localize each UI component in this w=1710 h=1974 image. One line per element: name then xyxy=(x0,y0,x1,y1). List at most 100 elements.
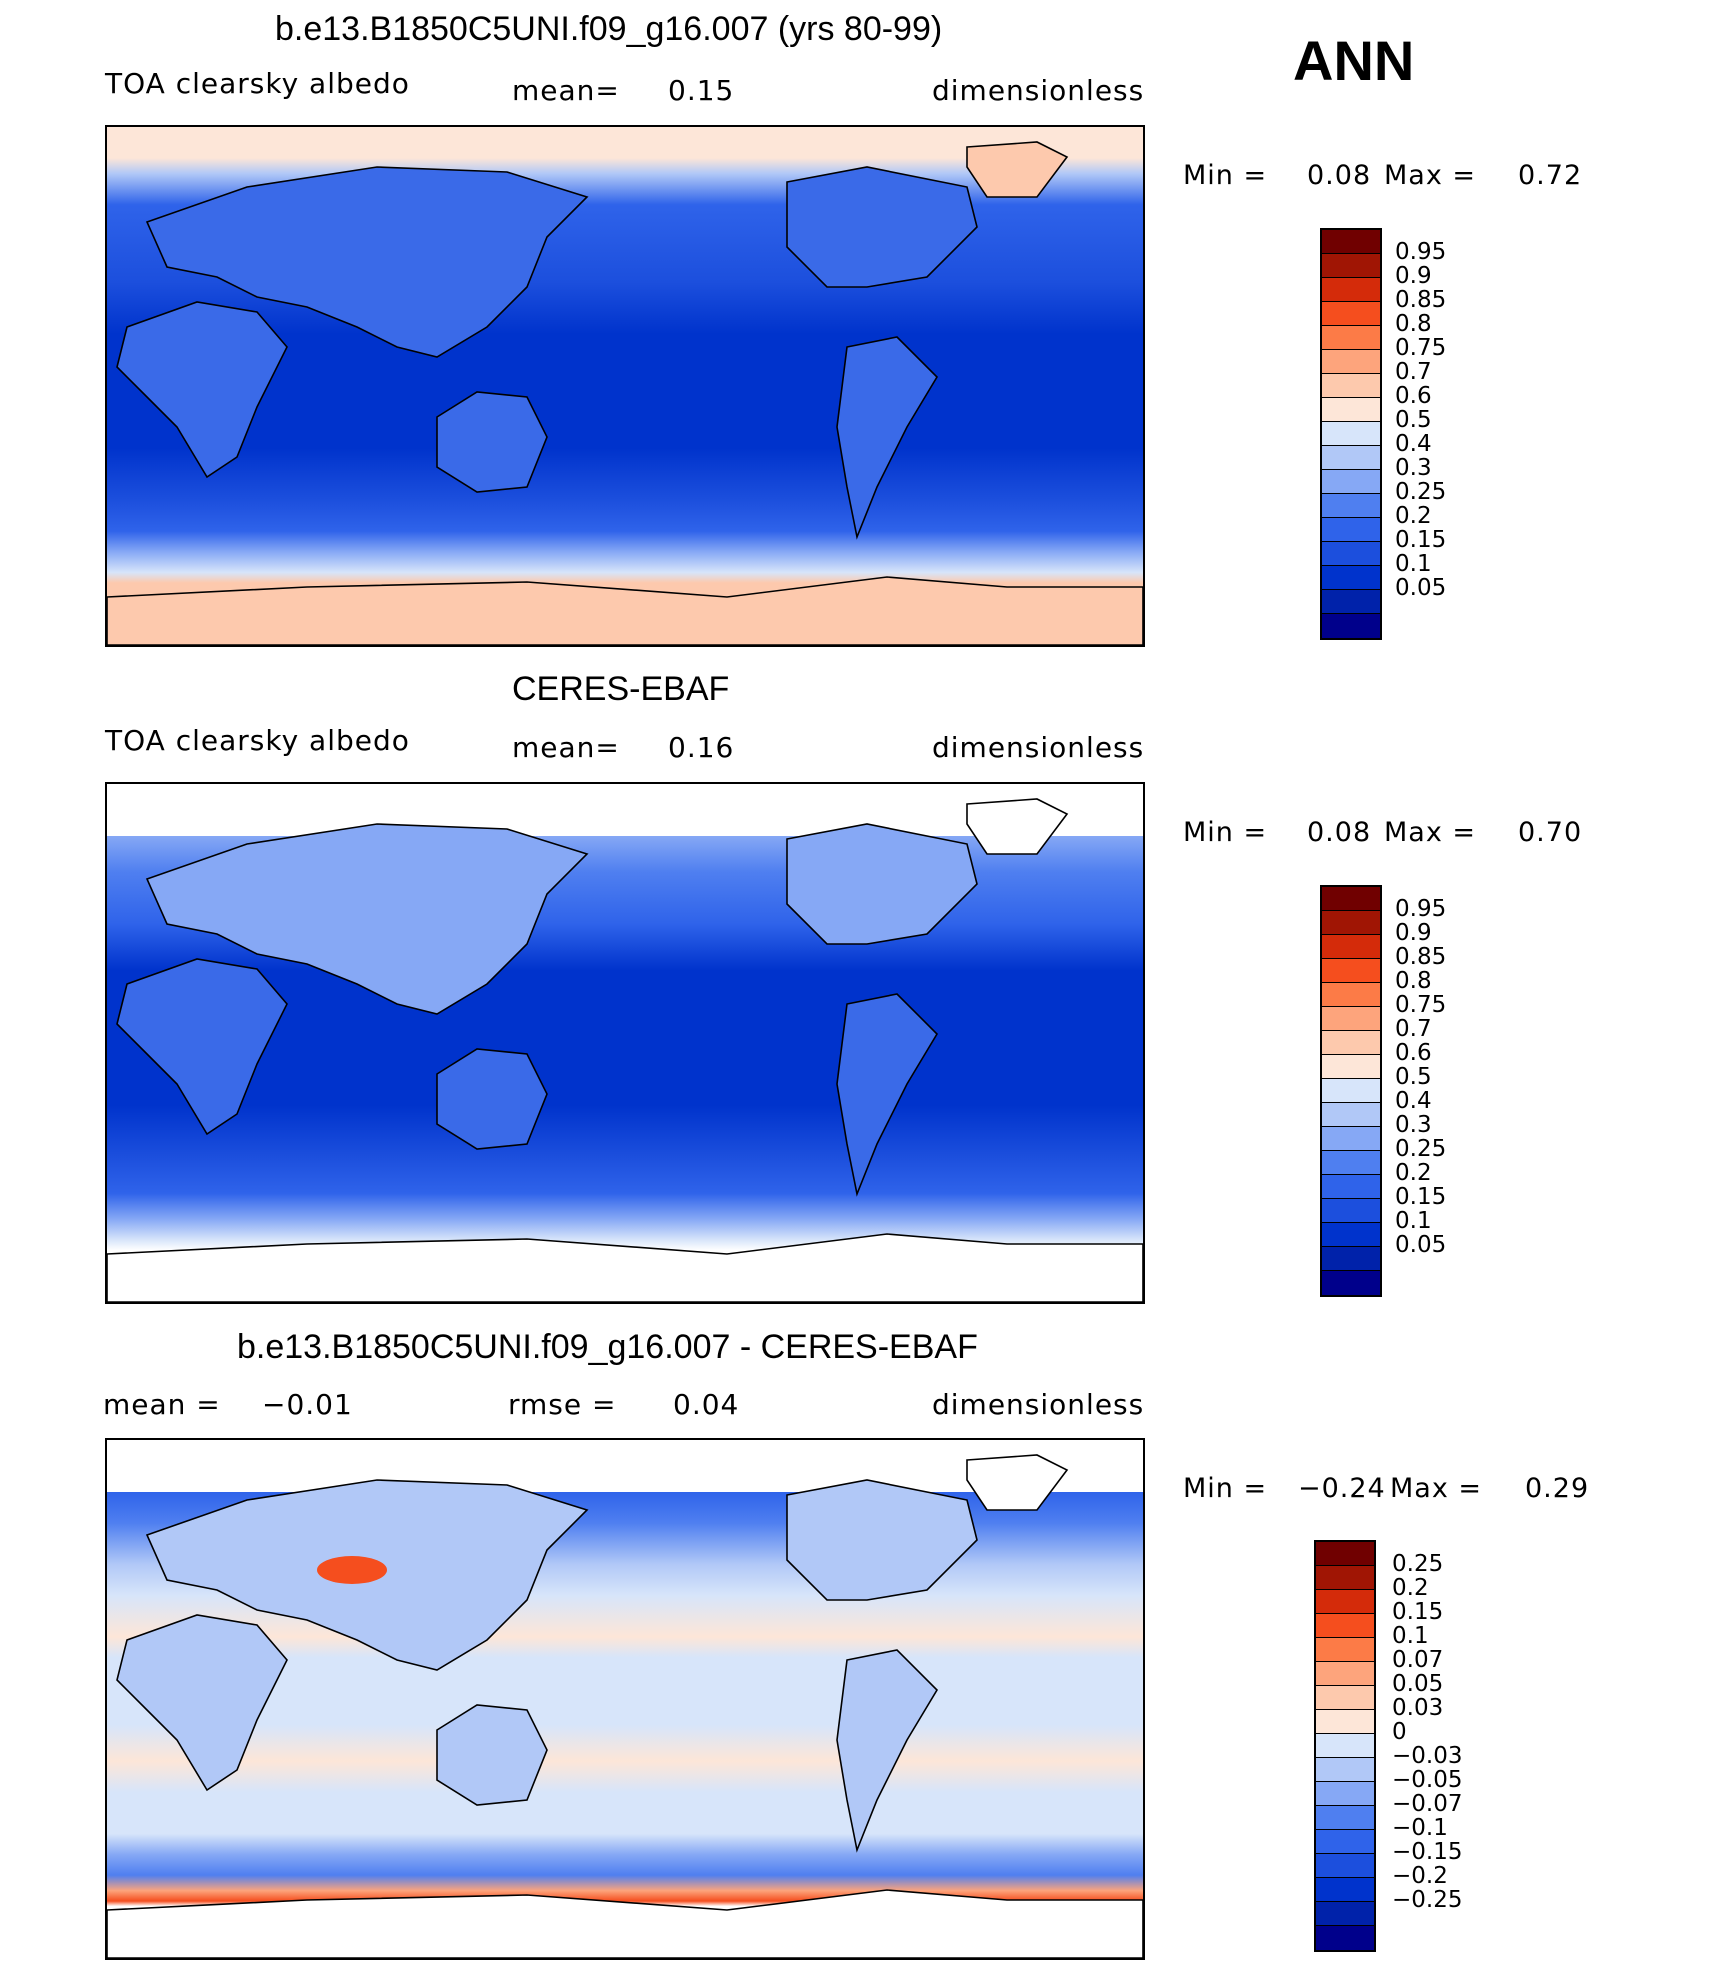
panel3-colorbar-swatch xyxy=(1316,1782,1374,1806)
panel1-colorbar-tick-label: 0.85 xyxy=(1395,287,1447,313)
panel2-colorbar-swatch xyxy=(1322,935,1380,959)
panel2-colorbar-tick-label: 0.15 xyxy=(1395,1184,1447,1210)
panel1-colorbar-tick-label: 0.9 xyxy=(1395,263,1432,289)
panel3-colorbar-tick-label: −0.1 xyxy=(1392,1815,1448,1841)
panel2-colorbar-tick-label: 0.95 xyxy=(1395,896,1447,922)
panel3-colorbar-tick-label: −0.03 xyxy=(1392,1743,1463,1769)
panel3-mean-label: mean = xyxy=(103,1388,221,1421)
panel3-colorbar-swatch xyxy=(1316,1686,1374,1710)
panel1-colorbar-swatch xyxy=(1322,302,1380,326)
panel2-colorbar-swatch xyxy=(1322,1271,1380,1295)
panel3-max-value: 0.29 xyxy=(1525,1473,1590,1504)
panel2-colorbar-swatch xyxy=(1322,1223,1380,1247)
panel3-colorbar-swatch xyxy=(1316,1614,1374,1638)
panel2-variable-label: TOA clearsky albedo xyxy=(105,724,410,757)
panel2-colorbar-tick-label: 0.3 xyxy=(1395,1112,1432,1138)
panel3-colorbar-tick-label: −0.25 xyxy=(1392,1887,1463,1913)
panel1-variable-label: TOA clearsky albedo xyxy=(105,67,410,100)
panel1-colorbar-swatch xyxy=(1322,350,1380,374)
panel2-colorbar-swatch xyxy=(1322,959,1380,983)
panel2-colorbar-tick-label: 0.8 xyxy=(1395,968,1432,994)
panel1-colorbar-swatch xyxy=(1322,422,1380,446)
panel3-colorbar-swatch xyxy=(1316,1926,1374,1950)
panel1-colorbar-tick-label: 0.1 xyxy=(1395,551,1432,577)
panel3-colorbar-swatch xyxy=(1316,1902,1374,1926)
panel2-colorbar-swatch xyxy=(1322,1127,1380,1151)
panel1-colorbar-swatch xyxy=(1322,446,1380,470)
panel2-mean-value: 0.16 xyxy=(668,731,735,764)
panel2-colorbar-tick-label: 0.2 xyxy=(1395,1160,1432,1186)
panel1-colorbar-swatch xyxy=(1322,278,1380,302)
panel3-colorbar-swatch xyxy=(1316,1566,1374,1590)
panel3-colorbar-swatch xyxy=(1316,1830,1374,1854)
panel1-map xyxy=(105,125,1145,647)
panel2-colorbar-tick-label: 0.7 xyxy=(1395,1016,1432,1042)
panel3-colorbar-swatch xyxy=(1316,1542,1374,1566)
panel3-colorbar-swatch xyxy=(1316,1854,1374,1878)
panel2-mean-label: mean= xyxy=(512,731,620,764)
panel2-min-label: Min = xyxy=(1183,817,1268,848)
panel3-colorbar-swatch xyxy=(1316,1590,1374,1614)
panel3-title: b.e13.B1850C5UNI.f09_g16.007 - CERES-EBA… xyxy=(237,1328,978,1366)
panel1-mean-value: 0.15 xyxy=(668,74,735,107)
panel2-colorbar-swatch xyxy=(1322,983,1380,1007)
panel2-colorbar-tick-label: 0.4 xyxy=(1395,1088,1432,1114)
panel3-units: dimensionless xyxy=(932,1388,1145,1421)
panel1-max-value: 0.72 xyxy=(1518,160,1583,191)
panel2-colorbar-swatch xyxy=(1322,1103,1380,1127)
panel1-colorbar-swatch xyxy=(1322,374,1380,398)
panel1-min-label: Min = xyxy=(1183,160,1268,191)
panel1-colorbar-tick-label: 0.8 xyxy=(1395,311,1432,337)
panel3-colorbar-tick-label: 0.05 xyxy=(1392,1671,1444,1697)
panel3-colorbar-swatch xyxy=(1316,1710,1374,1734)
panel3-rmse-value: 0.04 xyxy=(673,1388,740,1421)
panel2-max-value: 0.70 xyxy=(1518,817,1583,848)
panel2-colorbar-tick-label: 0.6 xyxy=(1395,1040,1432,1066)
panel1-colorbar-swatch xyxy=(1322,518,1380,542)
panel3-colorbar-swatch xyxy=(1316,1734,1374,1758)
panel2-colorbar-swatch xyxy=(1322,911,1380,935)
season-label: ANN xyxy=(1293,29,1415,92)
panel2-colorbar-swatch xyxy=(1322,1007,1380,1031)
panel3-min-value: −0.24 xyxy=(1298,1473,1386,1504)
panel3-min-label: Min = xyxy=(1183,1473,1268,1504)
panel1-colorbar-tick-label: 0.75 xyxy=(1395,335,1447,361)
panel1-colorbar-swatch xyxy=(1322,326,1380,350)
panel2-colorbar-tick-label: 0.1 xyxy=(1395,1208,1432,1234)
panel1-colorbar-swatch xyxy=(1322,398,1380,422)
panel1-min-value: 0.08 xyxy=(1307,160,1372,191)
panel2-colorbar-tick-label: 0.9 xyxy=(1395,920,1432,946)
panel1-colorbar-swatch xyxy=(1322,254,1380,278)
panel1-colorbar-tick-label: 0.4 xyxy=(1395,431,1432,457)
panel3-max-label: Max = xyxy=(1390,1473,1483,1504)
panel1-colorbar-tick-label: 0.3 xyxy=(1395,455,1432,481)
panel2-colorbar xyxy=(1320,885,1382,1297)
panel2-min-value: 0.08 xyxy=(1307,817,1372,848)
panel2-units: dimensionless xyxy=(932,731,1145,764)
panel1-colorbar-swatch xyxy=(1322,230,1380,254)
panel3-rmse-label: rmse = xyxy=(508,1388,617,1421)
panel2-max-label: Max = xyxy=(1384,817,1477,848)
panel2-colorbar-swatch xyxy=(1322,887,1380,911)
panel3-colorbar xyxy=(1314,1540,1376,1952)
panel3-colorbar-swatch xyxy=(1316,1638,1374,1662)
panel3-map xyxy=(105,1438,1145,1960)
panel1-title: b.e13.B1850C5UNI.f09_g16.007 (yrs 80-99) xyxy=(275,10,943,48)
panel3-colorbar-tick-label: 0.1 xyxy=(1392,1623,1429,1649)
panel1-colorbar-swatch xyxy=(1322,590,1380,614)
panel1-units: dimensionless xyxy=(932,74,1145,107)
panel1-max-label: Max = xyxy=(1384,160,1477,191)
panel2-colorbar-swatch xyxy=(1322,1151,1380,1175)
panel3-colorbar-swatch xyxy=(1316,1758,1374,1782)
panel2-colorbar-tick-label: 0.5 xyxy=(1395,1064,1432,1090)
panel3-colorbar-tick-label: 0.07 xyxy=(1392,1647,1444,1673)
panel3-mean-value: −0.01 xyxy=(262,1388,353,1421)
panel1-colorbar xyxy=(1320,228,1382,640)
panel1-colorbar-tick-label: 0.5 xyxy=(1395,407,1432,433)
panel1-colorbar-tick-label: 0.6 xyxy=(1395,383,1432,409)
panel2-colorbar-swatch xyxy=(1322,1199,1380,1223)
panel3-colorbar-tick-label: 0.03 xyxy=(1392,1695,1444,1721)
panel3-colorbar-tick-label: −0.15 xyxy=(1392,1839,1463,1865)
panel1-colorbar-swatch xyxy=(1322,542,1380,566)
panel2-colorbar-swatch xyxy=(1322,1175,1380,1199)
